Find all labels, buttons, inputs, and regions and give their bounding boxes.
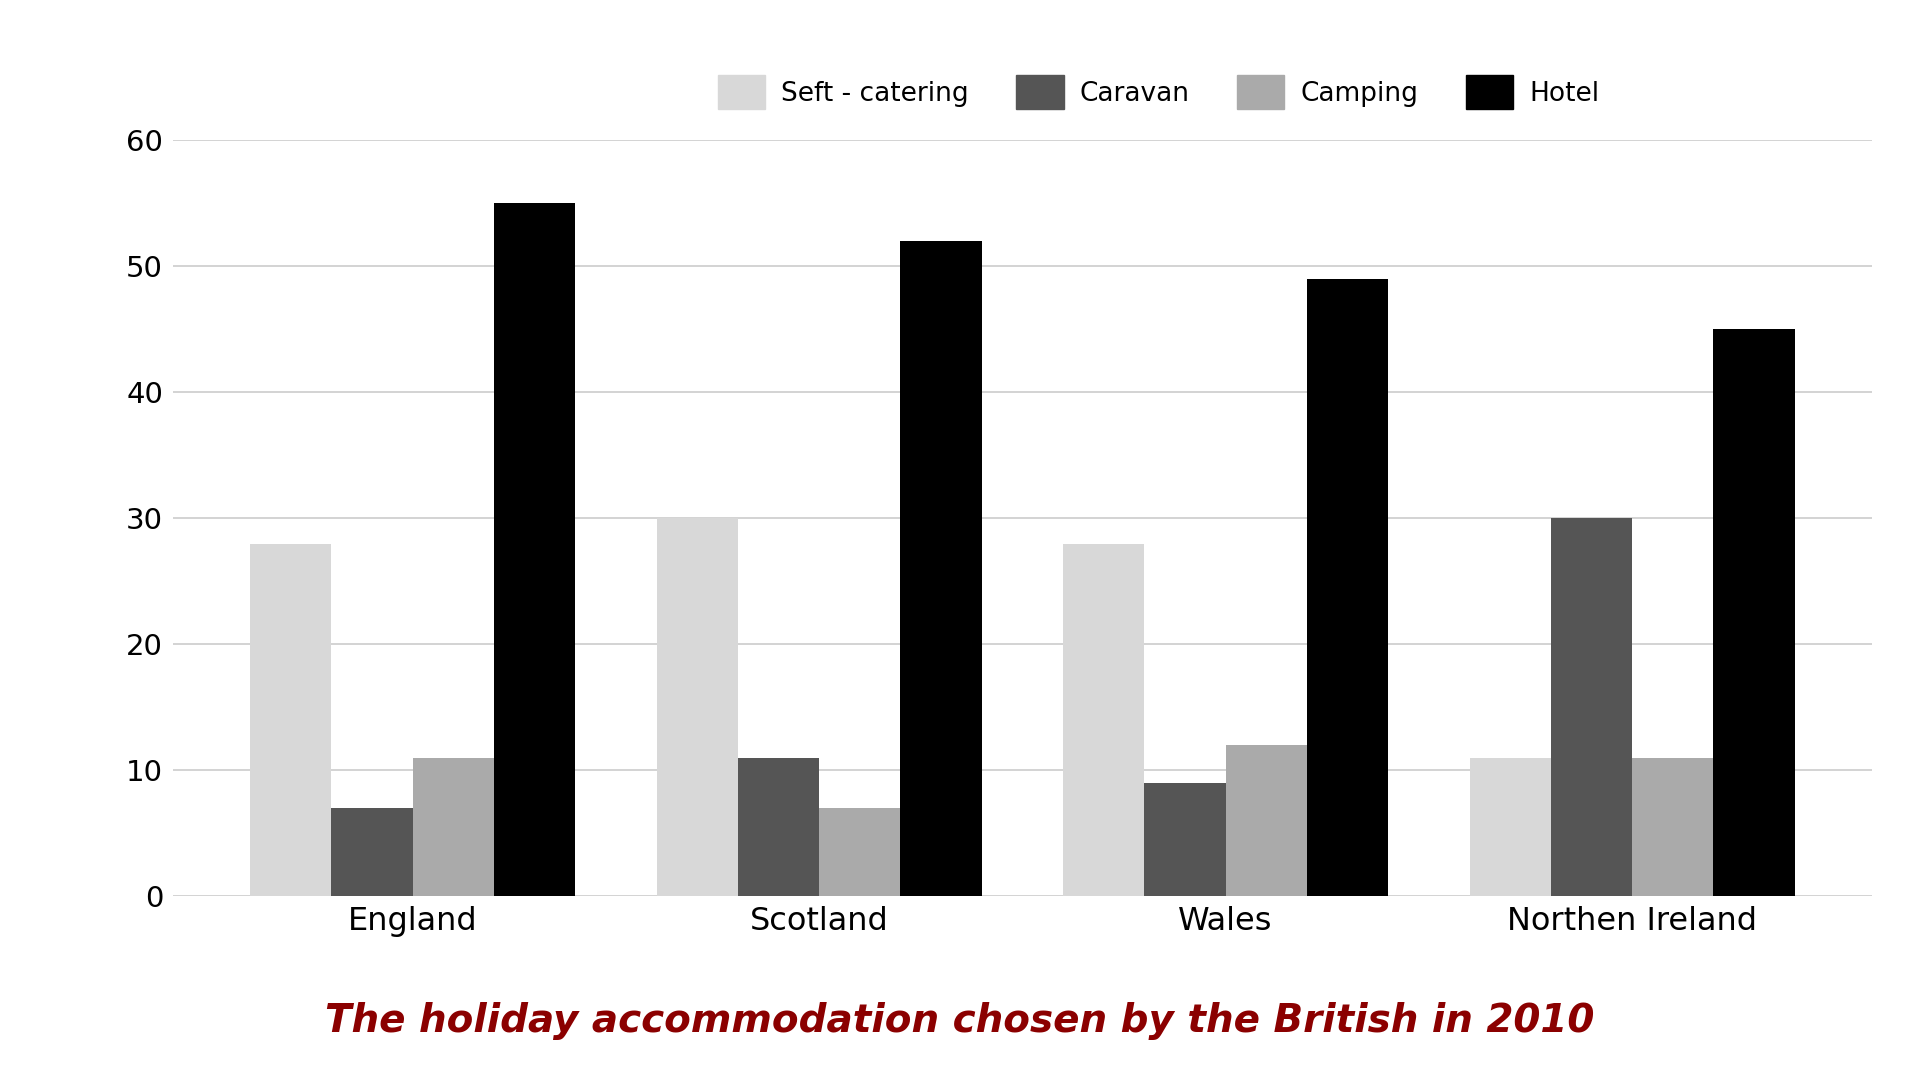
Bar (413, 758, 493, 896)
Legend: Seft - catering, Caravan, Camping, Hotel: Seft - catering, Caravan, Camping, Hotel (707, 65, 1609, 120)
Bar (332, 808, 413, 896)
Bar (1551, 518, 1632, 896)
Bar (900, 241, 981, 896)
Bar (1064, 543, 1144, 896)
Text: The holiday accommodation chosen by the British in 2010: The holiday accommodation chosen by the … (324, 1001, 1596, 1040)
Bar (1469, 758, 1551, 896)
Bar (1713, 329, 1795, 896)
Bar (1144, 783, 1225, 896)
Text: 🌳: 🌳 (61, 25, 83, 58)
Bar (1308, 279, 1388, 896)
Bar (250, 543, 332, 896)
Bar (657, 518, 737, 896)
Bar (737, 758, 820, 896)
Bar (1632, 758, 1713, 896)
Bar (493, 203, 576, 896)
Text: TCE: TCE (42, 64, 102, 92)
Bar (1225, 745, 1308, 896)
Bar (820, 808, 900, 896)
Text: THE CATALYST FOR ENGLISH: THE CATALYST FOR ENGLISH (27, 108, 117, 112)
